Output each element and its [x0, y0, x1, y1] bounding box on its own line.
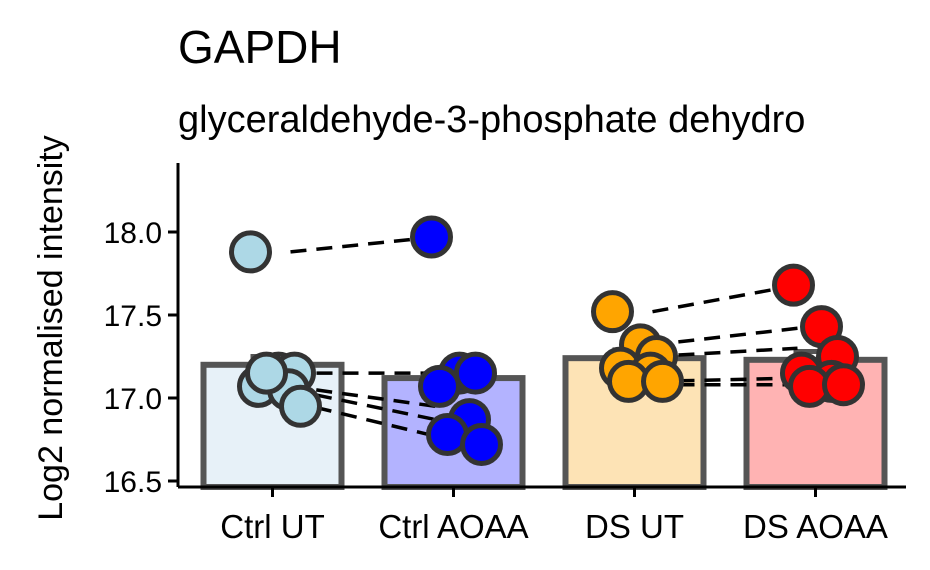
y-tick-label: 16.5 — [104, 466, 162, 499]
pair-line-6 — [652, 326, 798, 347]
chart-title: GAPDH — [178, 21, 342, 73]
y-tick-label: 18.0 — [104, 217, 162, 250]
data-point — [822, 363, 865, 407]
data-point — [410, 215, 453, 259]
data-point — [418, 364, 461, 408]
x-tick-label: Ctrl AOAA — [378, 508, 528, 545]
data-point — [454, 351, 497, 395]
y-axis-label: Log2 normalised intensity — [32, 135, 70, 521]
data-point — [772, 263, 815, 307]
y-tick-label: 17.0 — [104, 383, 162, 416]
data-point — [641, 359, 684, 403]
x-tick-label: DS UT — [585, 508, 684, 545]
data-point — [229, 230, 272, 274]
x-tick-label: DS AOAA — [743, 508, 888, 545]
data-point — [460, 422, 503, 466]
data-point — [245, 351, 288, 395]
plot-area: 16.5 17.0 17.5 18.0 Ctrl UT Ctrl AOAA DS UT DS … — [104, 163, 906, 545]
chart-subtitle: glyceraldehyde-3-phosphate dehydro — [178, 99, 805, 141]
y-tick-label: 17.5 — [104, 300, 162, 333]
x-tick-label: Ctrl UT — [220, 508, 324, 545]
data-point — [279, 384, 322, 428]
data-point — [591, 290, 634, 334]
